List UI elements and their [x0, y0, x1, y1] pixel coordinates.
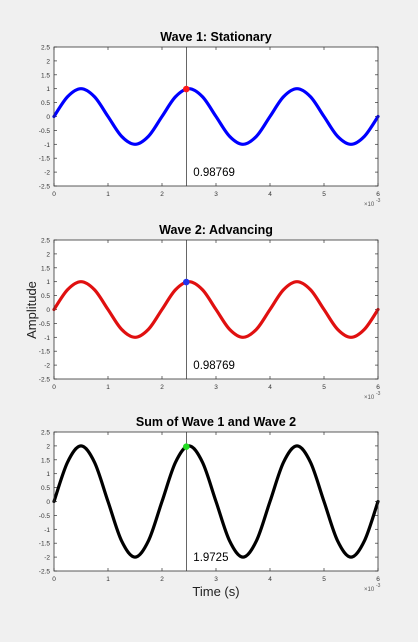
y-tick-label: 1 — [46, 471, 50, 478]
y-tick-label: 2 — [46, 58, 50, 65]
x-exponent-label: ×10 — [364, 587, 375, 593]
y-tick-label: -0.5 — [39, 321, 51, 328]
axes-box — [53, 431, 379, 572]
chart-title: Wave 2: Advancing — [159, 223, 273, 237]
y-tick-label: 0 — [46, 114, 50, 121]
y-tick-label: -2.5 — [39, 377, 51, 384]
y-tick-label: -2.5 — [39, 569, 51, 576]
y-tick-label: -2 — [44, 555, 50, 562]
y-tick-label: -2.5 — [39, 184, 51, 191]
x-tick-label: 5 — [322, 576, 326, 583]
y-tick-label: 2 — [46, 443, 50, 450]
y-tick-label: 0.5 — [41, 485, 50, 492]
y-tick-label: 1 — [46, 279, 50, 286]
y-tick-label: 2 — [46, 251, 50, 258]
y-tick-label: -0.5 — [39, 513, 51, 520]
chart-title: Wave 1: Stationary — [160, 30, 271, 44]
axes-box — [53, 46, 379, 187]
y-tick-label: -1.5 — [39, 541, 51, 548]
y-tick-label: 0.5 — [41, 293, 50, 300]
x-tick-label: 4 — [268, 191, 272, 198]
x-tick-label: 6 — [376, 384, 380, 391]
x-tick-label: 3 — [214, 384, 218, 391]
chart-title: Sum of Wave 1 and Wave 2 — [136, 415, 296, 429]
x-exponent-power: -3 — [376, 391, 381, 397]
cursor-value-label: 1.9725 — [193, 552, 228, 564]
series-line — [52, 87, 380, 146]
x-exponent-power: -3 — [376, 198, 381, 204]
y-tick-label: 1.5 — [41, 265, 50, 272]
x-tick-label: 5 — [322, 191, 326, 198]
x-tick-label: 0 — [52, 191, 56, 198]
series-line — [52, 444, 380, 559]
y-tick-label: -1.5 — [39, 156, 51, 163]
x-tick-label: 6 — [376, 576, 380, 583]
y-tick-label: 2.5 — [41, 430, 50, 437]
y-tick-label: -1 — [44, 142, 50, 149]
data-cursor-marker[interactable] — [183, 443, 190, 450]
x-tick-label: 1 — [106, 191, 110, 198]
x-tick-label: 4 — [268, 384, 272, 391]
x-tick-label: 3 — [214, 191, 218, 198]
axes-box — [53, 239, 379, 380]
x-tick-label: 2 — [160, 384, 164, 391]
data-cursor-marker[interactable] — [183, 85, 190, 93]
x-tick-label: 2 — [160, 191, 164, 198]
data-cursor-marker[interactable] — [183, 278, 190, 286]
series-line — [52, 280, 380, 339]
figure-ylabel: Amplitude — [24, 281, 39, 339]
y-tick-label: -1 — [44, 335, 50, 342]
y-tick-label: 2.5 — [41, 45, 50, 52]
chart-3: Sum of Wave 1 and Wave 2 2.5 2 1.5 1 0.5 0 -0.5… — [39, 415, 381, 593]
x-exponent-power: -3 — [376, 583, 381, 589]
x-tick-label: 1 — [106, 384, 110, 391]
y-tick-label: 0.5 — [41, 100, 50, 107]
chart-1: Wave 1: Stationary 2.5 2 1.5 1 0.5 0 -0.5 -1 -1.5… — [39, 30, 381, 208]
x-exponent-label: ×10 — [364, 202, 375, 208]
x-tick-label: 2 — [160, 576, 164, 583]
x-tick-label: 5 — [322, 384, 326, 391]
y-tick-label: -2 — [44, 170, 50, 177]
y-tick-label: -1.5 — [39, 349, 51, 356]
x-tick-label: 1 — [106, 576, 110, 583]
x-tick-label: 3 — [214, 576, 218, 583]
y-tick-label: -2 — [44, 363, 50, 370]
y-tick-label: 1.5 — [41, 72, 50, 79]
x-tick-label: 0 — [52, 384, 56, 391]
x-tick-label: 4 — [268, 576, 272, 583]
x-tick-label: 6 — [376, 191, 380, 198]
y-tick-label: 2.5 — [41, 238, 50, 245]
x-tick-label: 0 — [52, 576, 56, 583]
y-tick-label: 0 — [46, 307, 50, 314]
y-tick-label: 1 — [46, 86, 50, 93]
figure-xlabel: Time (s) — [192, 584, 239, 599]
y-tick-label: 1.5 — [41, 457, 50, 464]
chart-2: Wave 2: Advancing 2.5 2 1.5 1 0.5 0 -0.5 -1 -1.5 -… — [39, 223, 381, 401]
cursor-value-label: 0.98769 — [193, 167, 235, 179]
y-tick-label: -0.5 — [39, 128, 51, 135]
x-exponent-label: ×10 — [364, 395, 375, 401]
y-tick-label: -1 — [44, 527, 50, 534]
y-tick-label: 0 — [46, 499, 50, 506]
cursor-value-label: 0.98769 — [193, 360, 235, 372]
